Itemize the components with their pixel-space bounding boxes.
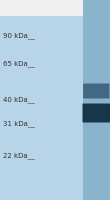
Text: 31 kDa__: 31 kDa__ bbox=[3, 121, 35, 127]
FancyBboxPatch shape bbox=[83, 84, 109, 98]
Text: 22 kDa__: 22 kDa__ bbox=[3, 153, 35, 159]
Text: 40 kDa__: 40 kDa__ bbox=[3, 97, 35, 103]
Bar bbox=[0, 0, 82, 16]
Text: 90 kDa__: 90 kDa__ bbox=[3, 33, 35, 39]
FancyBboxPatch shape bbox=[82, 103, 110, 122]
Text: 65 kDa__: 65 kDa__ bbox=[3, 61, 35, 67]
Bar bbox=[82, 0, 110, 200]
